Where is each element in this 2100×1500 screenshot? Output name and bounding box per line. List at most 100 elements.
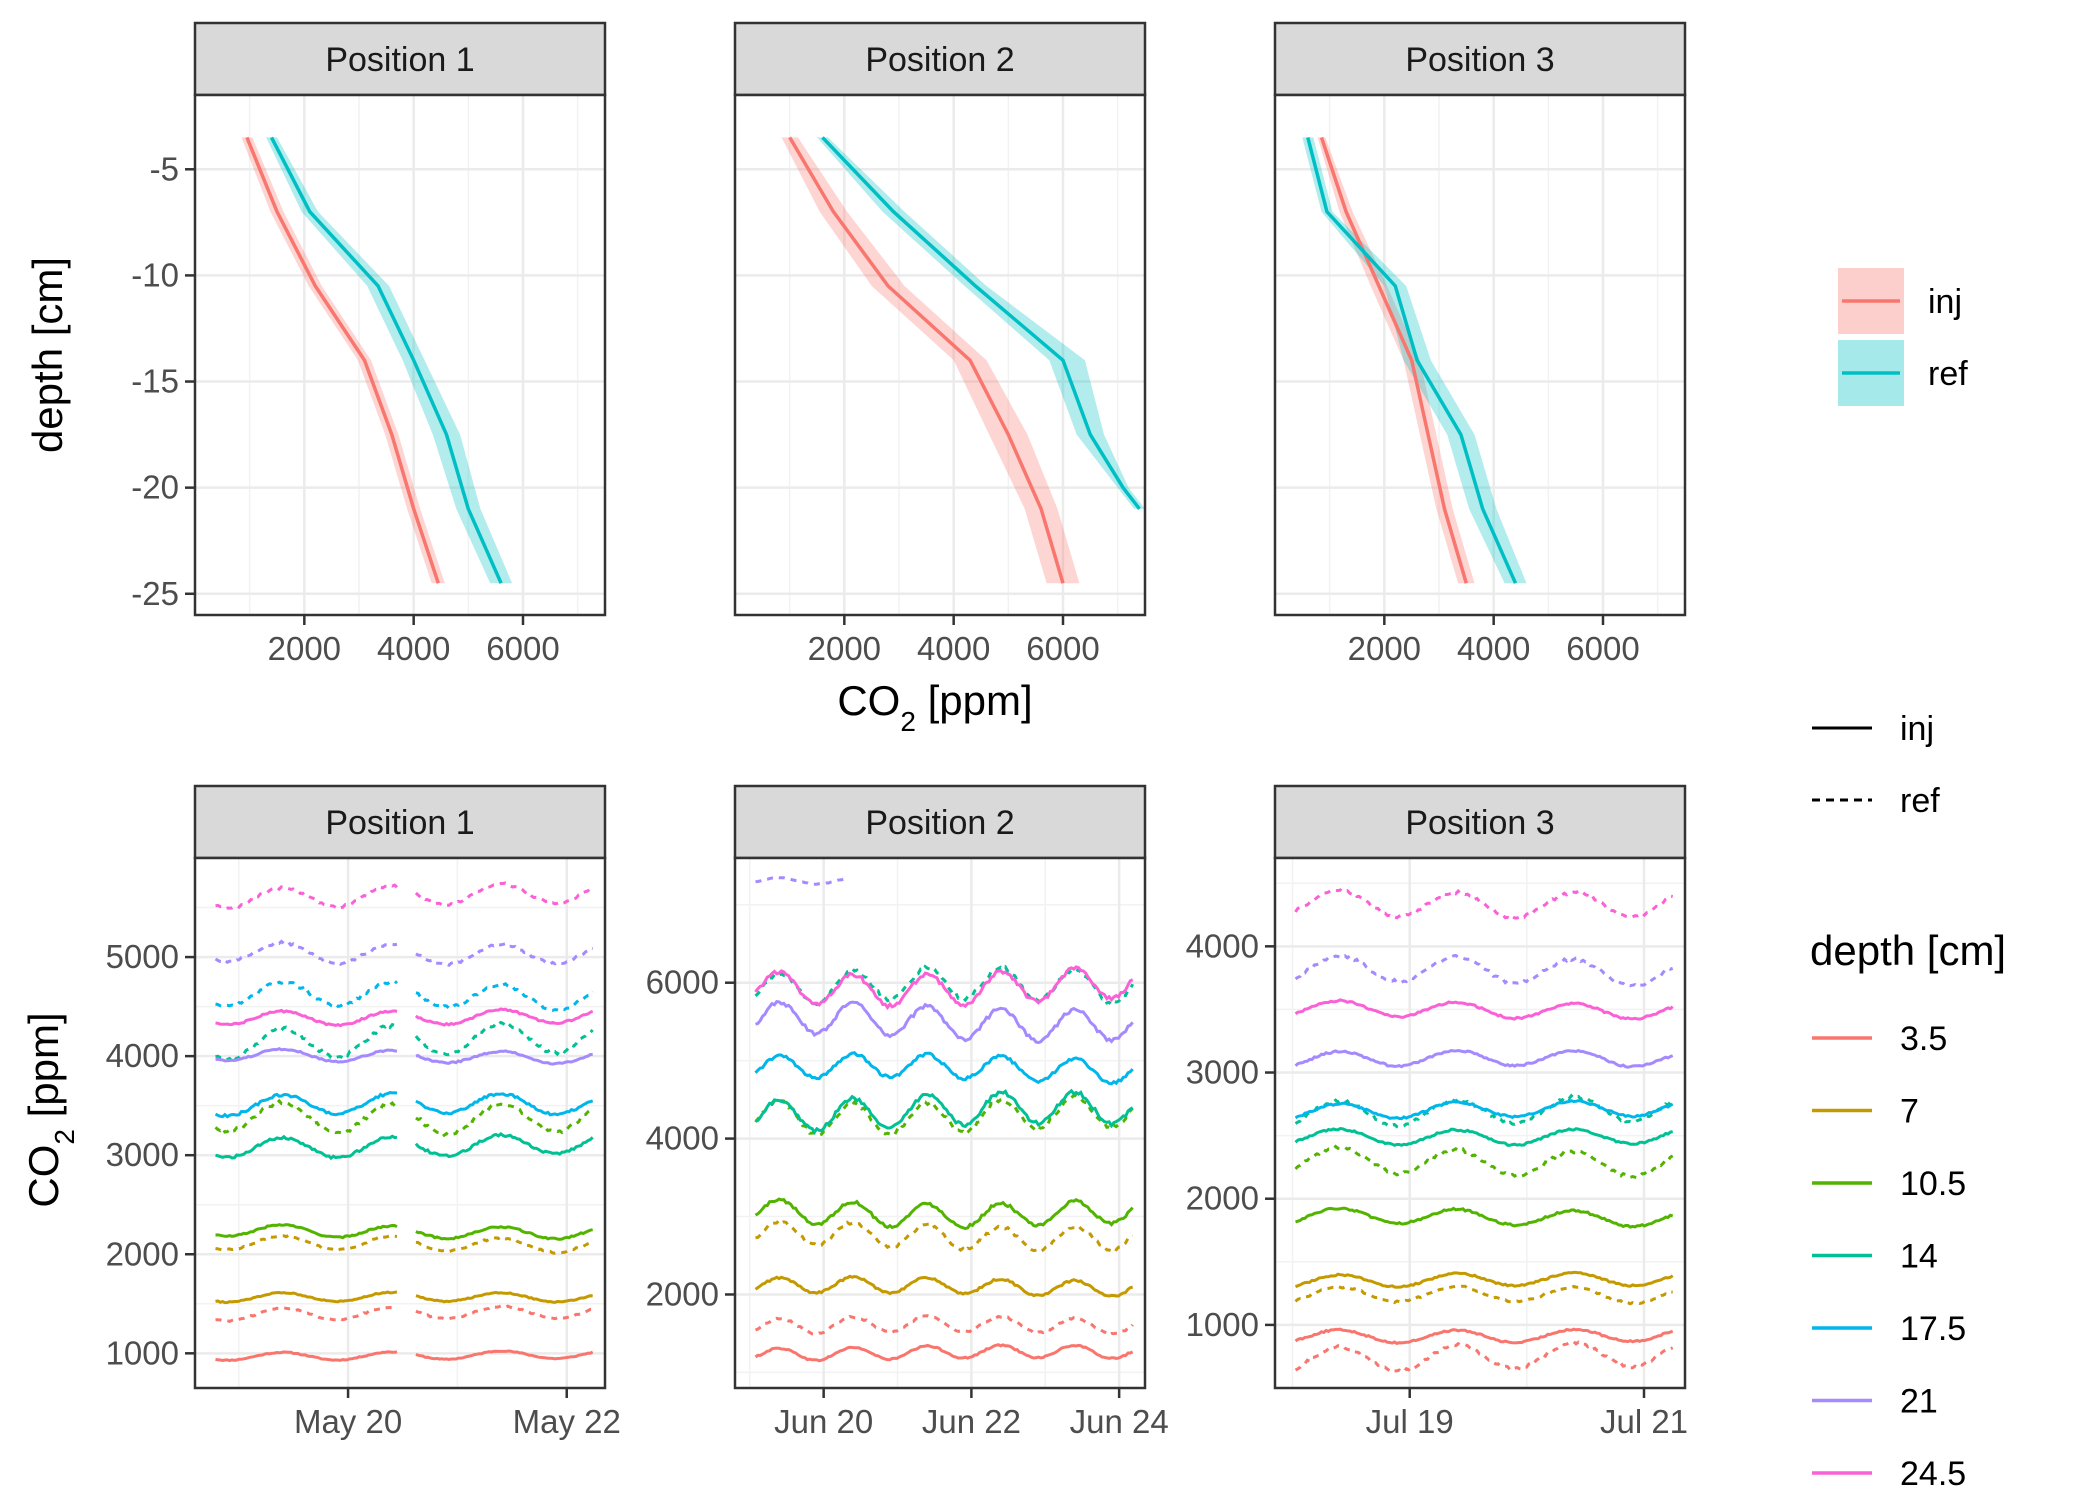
bottom-3-panel-border	[1273, 856, 1687, 1390]
bottom-panel-1: Position 1 May 20 May 22 1000 2000 3000 4000 50…	[106, 784, 621, 1440]
y-tick-label: 6000	[646, 964, 719, 1001]
y-tick-label: 2000	[106, 1235, 179, 1272]
top-position-2-strip	[733, 21, 1147, 97]
y-tick-label: -5	[150, 150, 179, 187]
series-17.5-inj	[754, 1051, 1134, 1086]
x-axis-title-co2-rest: [ppm]	[916, 677, 1033, 724]
series-7-inj	[415, 1290, 593, 1304]
x-tick-label: 6000	[486, 630, 559, 667]
series-10.5-inj	[754, 1197, 1134, 1231]
line-ref	[269, 136, 503, 584]
x-axis-title-co2-text: CO2 [ppm]	[837, 677, 1032, 737]
y-tick-label: 4000	[1186, 927, 1259, 964]
legend-linetype-item-inj: inj	[1812, 710, 1934, 748]
series-21-ref	[415, 941, 594, 967]
legend-depth-label: 7	[1900, 1093, 1919, 1131]
top-position-1-strip	[193, 21, 607, 97]
top-2-panel-border	[733, 93, 1147, 617]
series-14-inj	[755, 1088, 1134, 1136]
legend-depth-item-21: 21	[1812, 1383, 1938, 1421]
series-17.5-ref	[215, 979, 398, 1009]
y-tick-label: 4000	[106, 1037, 179, 1074]
bottom-position-3-strip	[1273, 784, 1687, 860]
legend-linetype-item-ref: ref	[1812, 782, 1940, 820]
legend-depth: depth [cm] 3.5 7 10.5 14 17.5 21 24.5	[1810, 927, 2006, 1493]
y-tick-label: 3000	[1186, 1054, 1259, 1091]
series-3.5-inj	[415, 1349, 594, 1362]
y-axis-title-co2-sub: 2	[49, 1129, 80, 1145]
x-tick-label: 2000	[808, 630, 881, 667]
series-14-inj	[414, 1132, 594, 1159]
series-17.5-ref	[415, 981, 594, 1013]
series-7-ref	[1294, 1284, 1673, 1306]
series-10.5-ref	[754, 1093, 1134, 1138]
legend-depth-label: 3.5	[1900, 1020, 1947, 1058]
x-tick-label: Jun 24	[1070, 1403, 1169, 1440]
series-3.5-inj	[215, 1350, 398, 1363]
legend-fill-label: ref	[1928, 355, 1968, 393]
line-ref	[821, 136, 1141, 510]
legend-depth-item-14: 14	[1812, 1238, 1938, 1276]
series-10.5-inj	[415, 1225, 594, 1241]
y-tick-label: -10	[131, 256, 179, 293]
series-21-inj	[1294, 1048, 1674, 1069]
series-17.5-inj	[1294, 1099, 1674, 1121]
series-3.5-inj	[1294, 1327, 1674, 1346]
bottom-position-3-strip-label: Position 3	[1405, 804, 1554, 842]
series-21-inj	[215, 1046, 398, 1064]
y-tick-label: -25	[131, 575, 179, 612]
bottom-position-1-panel-bg	[195, 858, 605, 1388]
legend-linetype-label: ref	[1900, 782, 1940, 820]
series-10.5-ref	[1294, 1144, 1674, 1180]
y-tick-label: 2000	[646, 1275, 719, 1312]
series-17.5-inj	[214, 1091, 398, 1119]
legend-depth-label: 14	[1900, 1238, 1938, 1276]
x-axis-title-co2-main: CO	[837, 677, 900, 724]
legend-depth-item-7: 7	[1812, 1093, 1919, 1131]
y-axis-title-co2: CO2 [ppm]	[20, 1012, 80, 1207]
bottom-panel-3: Position 3 Jul 19 Jul 21 1000 2000 3000 4000	[1186, 784, 1688, 1440]
x-tick-label: 4000	[377, 630, 450, 667]
legend-fill-item-ref: ref	[1838, 340, 1968, 406]
y-axis-title-co2-main: CO	[20, 1145, 67, 1208]
legend-depth-item-10.5: 10.5	[1812, 1165, 1966, 1203]
x-tick-label: 4000	[917, 630, 990, 667]
series-7-inj	[215, 1290, 398, 1305]
y-tick-label: 1000	[106, 1334, 179, 1371]
y-tick-label: -20	[131, 469, 179, 506]
bottom-position-1-strip	[193, 784, 607, 860]
series-24.5-ref	[414, 881, 594, 907]
x-tick-label: May 20	[294, 1403, 402, 1440]
top-position-2-strip-label: Position 2	[865, 41, 1014, 79]
x-tick-label: 6000	[1026, 630, 1099, 667]
legend-fill-item-inj: inj	[1838, 268, 1962, 334]
y-axis-title-co2-text: CO2 [ppm]	[20, 1012, 80, 1207]
top-panel-2: Position 2 2000 4000 6000	[733, 21, 1147, 667]
y-tick-label: 4000	[646, 1120, 719, 1157]
series-3.5-ref	[754, 1314, 1134, 1337]
series-3.5-ref	[415, 1304, 593, 1321]
line-inj	[245, 136, 440, 584]
bottom-panel-2: Position 2 Jun 20 Jun 22 Jun 24 2000 4000 6000	[646, 784, 1169, 1440]
series-3.5-ref	[1294, 1339, 1674, 1375]
top-position-1-strip-label: Position 1	[325, 41, 474, 79]
x-axis-title-co2-sub: 2	[900, 706, 916, 737]
y-axis-title-depth-text: depth [cm]	[24, 257, 71, 453]
series-14-ref	[215, 1022, 398, 1064]
legend-linetype-label: inj	[1900, 710, 1934, 748]
y-axis-title-depth: depth [cm]	[24, 257, 71, 453]
series-3.5-ref	[215, 1305, 398, 1323]
y-tick-label: -15	[131, 363, 179, 400]
ribbon-inj	[241, 137, 445, 584]
x-tick-label: Jun 22	[922, 1403, 1021, 1440]
legend-fill: inj ref	[1838, 268, 1968, 406]
bottom-position-2-panel-bg	[735, 858, 1145, 1388]
series-7-inj	[1294, 1270, 1674, 1289]
x-tick-label: Jun 20	[774, 1403, 873, 1440]
bottom-2-panel-border	[733, 856, 1147, 1390]
top-position-3-panel-bg	[1275, 95, 1685, 615]
legend-depth-title: depth [cm]	[1810, 927, 2006, 974]
series-7-inj	[754, 1274, 1134, 1298]
bottom-position-2-strip	[733, 784, 1147, 860]
